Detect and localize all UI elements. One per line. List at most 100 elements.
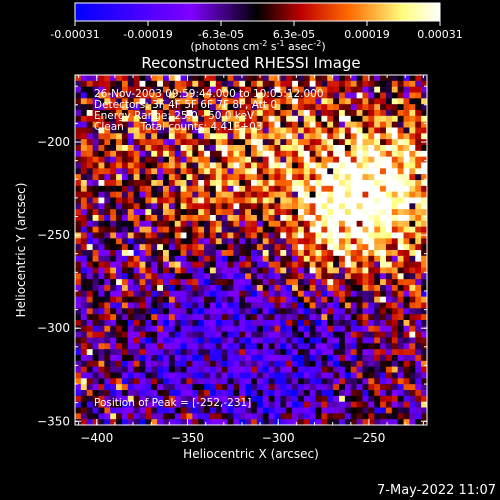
heatmap-cell (168, 279, 176, 286)
heatmap-cell (127, 372, 135, 379)
heatmap-cell (168, 133, 176, 140)
heatmap-cell (374, 98, 381, 105)
heatmap-cell (209, 314, 217, 321)
heatmap-cell (327, 279, 334, 286)
heatmap-cell (233, 360, 240, 368)
heatmap-cell (180, 273, 188, 280)
heatmap-cell (280, 168, 287, 175)
heatmap-cell (245, 261, 252, 269)
heatmap-cell (280, 378, 287, 385)
heatmap-cell (356, 390, 364, 397)
heatmap-cell (262, 349, 270, 356)
heatmap-cell (116, 244, 123, 251)
heatmap-cell (233, 226, 240, 234)
heatmap-cell (127, 162, 135, 169)
y-tick-label: −300 (37, 321, 70, 335)
heatmap-cell (245, 279, 252, 286)
heatmap-cell (227, 290, 234, 298)
heatmap-cell (180, 419, 188, 425)
heatmap-cell (339, 314, 346, 321)
heatmap-cell (239, 156, 246, 164)
heatmap-cell (98, 226, 105, 234)
heatmap-cell (227, 150, 234, 158)
heatmap-cell (198, 401, 205, 409)
heatmap-cell (133, 197, 141, 204)
heatmap-cell (385, 226, 393, 234)
heatmap-cell (245, 86, 252, 94)
heatmap-cell (409, 203, 416, 210)
heatmap-cell (245, 395, 252, 403)
heatmap-cell (127, 226, 135, 234)
heatmap-cell (362, 191, 369, 199)
heatmap-cell (315, 104, 322, 111)
heatmap-cell (362, 302, 369, 309)
heatmap-cell (315, 290, 322, 298)
heatmap-cell (321, 320, 328, 327)
heatmap-cell (374, 250, 381, 257)
heatmap-cell (274, 325, 281, 333)
heatmap-cell (297, 104, 305, 111)
heatmap-cell (186, 180, 193, 187)
heatmap-cell (204, 279, 211, 286)
heatmap-cell (368, 203, 375, 210)
heatmap-cell (192, 75, 199, 82)
heatmap-cell (163, 250, 170, 257)
heatmap-cell (339, 232, 346, 239)
colorbar: -0.00031 -0.00019 -6.3e-05 6.3e-05 0.00019 0.… (50, 2, 463, 53)
heatmap-cell (204, 80, 211, 88)
heatmap-cell (110, 279, 117, 286)
heatmap-cell (215, 314, 223, 321)
heatmap-cell (286, 209, 293, 216)
heatmap-cell (274, 215, 281, 222)
heatmap-cell (321, 80, 328, 88)
heatmap-cell (221, 378, 229, 385)
heatmap-cell (415, 343, 422, 350)
heatmap-cell (215, 185, 223, 193)
heatmap-cell (180, 390, 188, 397)
heatmap-cell (233, 419, 240, 425)
heatmap-cell (356, 250, 364, 257)
heatmap-cell (198, 133, 205, 140)
heatmap-cell (403, 232, 410, 239)
heatmap-cell (274, 395, 281, 403)
heatmap-cell (221, 203, 229, 210)
heatmap-cell (92, 226, 100, 234)
heatmap-cell (327, 209, 334, 216)
heatmap-cell (133, 320, 141, 327)
heatmap-cell (344, 86, 352, 94)
heatmap-cell (327, 273, 334, 280)
heatmap-cell (327, 121, 334, 129)
heatmap-cell (356, 185, 364, 193)
heatmap-cell (403, 366, 410, 374)
heatmap-cell (157, 86, 164, 94)
heatmap-cell (391, 215, 399, 222)
heatmap-cell (80, 337, 88, 344)
heatmap-cell (303, 92, 311, 99)
heatmap-cell (356, 104, 364, 111)
heatmap-cell (116, 145, 123, 152)
heatmap-cell (186, 378, 193, 385)
heatmap-cell (221, 162, 229, 169)
heatmap-cell (327, 372, 334, 379)
heatmap-cell (344, 174, 352, 181)
heatmap-cell (397, 110, 405, 117)
heatmap-cell (98, 110, 105, 117)
colorbar-tick-label: 0.00019 (344, 28, 390, 41)
heatmap-cell (292, 232, 299, 239)
heatmap-cell (374, 267, 381, 274)
heatmap-cell (104, 197, 111, 204)
heatmap-cell (421, 86, 427, 94)
heatmap-cell (374, 156, 381, 164)
heatmap-cell (145, 80, 152, 88)
heatmap-cell (204, 244, 211, 251)
heatmap-cell (321, 378, 328, 385)
heatmap-cell (227, 92, 234, 99)
heatmap-cell (268, 296, 276, 304)
heatmap-cell (168, 115, 176, 123)
heatmap-cell (151, 168, 158, 175)
heatmap-cell (339, 401, 346, 409)
heatmap-cell (256, 197, 264, 204)
heatmap-cell (157, 203, 164, 210)
heatmap-cell (215, 378, 223, 385)
heatmap-cell (116, 139, 123, 146)
